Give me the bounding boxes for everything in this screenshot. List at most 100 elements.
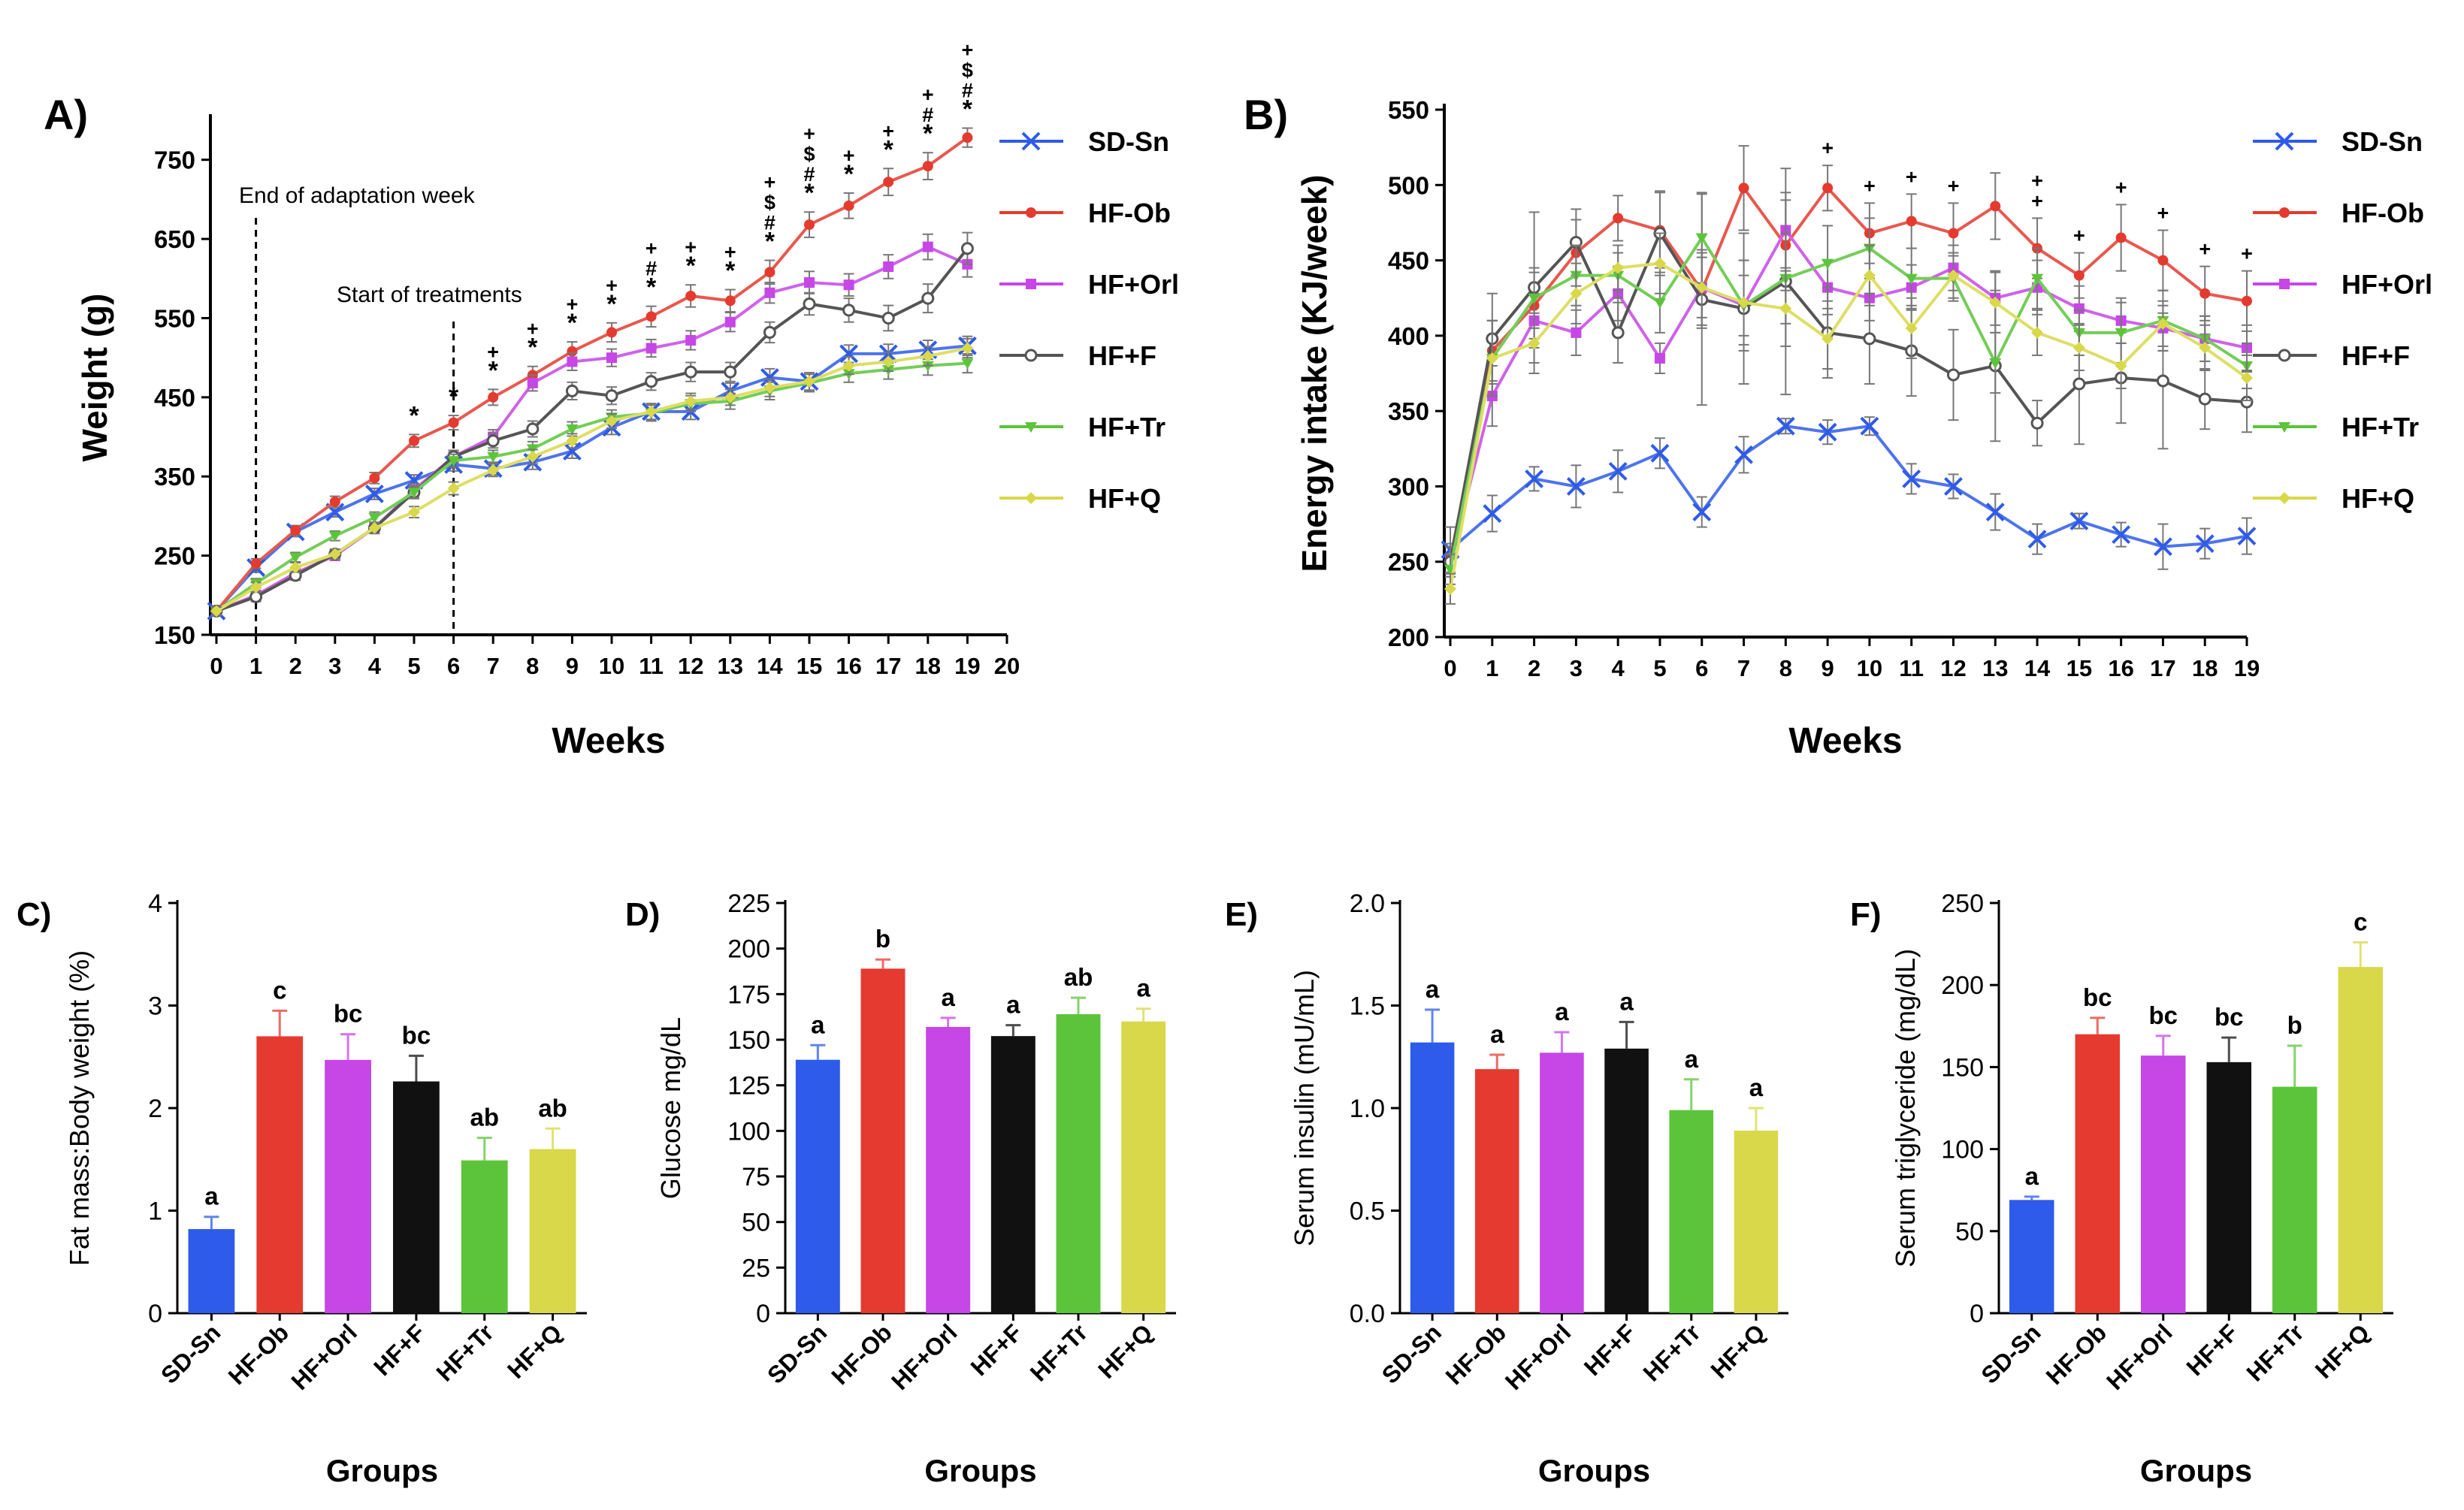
data-point	[645, 343, 657, 354]
data-point	[803, 375, 815, 388]
legend-label: HF+Q	[2342, 483, 2414, 514]
data-point	[1566, 477, 1586, 496]
data-point	[961, 358, 974, 370]
data-point	[843, 279, 854, 291]
data-point	[685, 290, 697, 301]
data-point	[329, 496, 340, 507]
legend-label: HF+Tr	[2342, 412, 2419, 442]
y-tick-label: 2	[148, 1095, 162, 1123]
significance-mark: +	[606, 274, 618, 297]
data-point	[804, 219, 815, 231]
data-point	[685, 334, 697, 346]
y-tick-label: 450	[1388, 247, 1429, 275]
data-point	[1989, 296, 2002, 309]
x-tick-label: 11	[639, 653, 664, 679]
data-point	[1654, 352, 1665, 364]
data-point	[566, 434, 579, 447]
x-tick-label: 19	[2234, 655, 2260, 681]
x-tick-label: 12	[1940, 655, 1966, 681]
data-point	[645, 405, 658, 418]
bar-chart-3: 0 25 50 75 100 125 150 175 200 225 a SD-Sn b HF-Ob a HF…	[625, 889, 1176, 1488]
x-tick-label: HF+Tr	[1025, 1318, 1093, 1386]
data-point	[1608, 461, 1628, 481]
series-line	[1449, 424, 2248, 551]
legend-entry: HF-Ob	[999, 198, 1171, 228]
legend-entry: SD-Sn	[999, 126, 1169, 157]
significance-mark: +	[882, 119, 894, 142]
data-point	[804, 277, 815, 288]
bar-SD-Sn	[2009, 1200, 2054, 1313]
data-point	[1486, 352, 1498, 364]
bar-HF+F	[990, 1036, 1035, 1313]
x-tick-label: HF+Q	[2310, 1318, 2375, 1383]
data-point	[1944, 477, 1963, 496]
significance-mark: *	[488, 356, 499, 385]
bar-HF+Q	[2338, 967, 2383, 1313]
significance-letter: a	[1749, 1074, 1764, 1101]
panel-label: E)	[1225, 896, 1258, 933]
y-tick-label: 1	[148, 1197, 162, 1226]
data-point	[1902, 469, 1921, 488]
significance-mark: +	[1906, 165, 1918, 188]
y-tick-label: 225	[727, 889, 770, 918]
bar-HF+F	[393, 1081, 440, 1313]
data-point	[843, 200, 854, 211]
y-tick-label: 3	[148, 992, 162, 1021]
x-axis-title: Weeks	[1788, 721, 1902, 761]
data-point	[1946, 368, 1960, 382]
x-tick-label: HF-Ob	[2041, 1318, 2112, 1390]
data-point	[2154, 537, 2172, 557]
x-tick-label: HF+Tr	[1637, 1318, 1705, 1386]
significance-mark: *	[884, 135, 894, 164]
significance-mark: +	[843, 144, 855, 167]
data-point	[526, 422, 540, 436]
data-point	[408, 488, 420, 499]
data-point	[724, 295, 736, 307]
x-tick-label: 5	[1653, 655, 1666, 681]
y-tick-label: 150	[154, 621, 195, 649]
data-point	[645, 311, 657, 322]
data-point	[565, 384, 579, 397]
data-point	[289, 552, 302, 563]
legend-label: HF+F	[2342, 340, 2410, 371]
significance-letter: bc	[402, 1021, 431, 1049]
significance-letter: ab	[538, 1094, 567, 1122]
significance-mark: +	[803, 122, 815, 145]
x-tick-label: 19	[954, 653, 980, 679]
x-tick-label: 12	[678, 653, 703, 679]
significance-mark: *	[606, 290, 617, 319]
data-point	[1906, 216, 1917, 227]
data-point	[328, 531, 341, 542]
x-tick-label: HF-Ob	[223, 1318, 295, 1390]
x-tick-label: 0	[1444, 655, 1456, 681]
data-point	[2237, 527, 2257, 546]
y-axis-title: Serum triglyceride (mg/dL)	[1890, 949, 1921, 1267]
y-axis-title: Glucose mg/dL	[655, 1017, 686, 1199]
significance-mark: +	[2031, 189, 2043, 212]
data-point	[803, 297, 816, 310]
data-point	[1653, 297, 1666, 309]
y-axis-title: Serum insulin (mU/mL)	[1289, 970, 1320, 1246]
y-tick-label: 400	[1388, 322, 1429, 350]
significance-mark: *	[963, 95, 973, 124]
x-tick-label: 20	[994, 653, 1020, 679]
x-tick-label: 7	[487, 653, 500, 679]
panel-label: A)	[44, 91, 88, 138]
y-tick-label: 550	[1388, 96, 1429, 124]
significance-letter: a	[1006, 991, 1020, 1019]
data-point	[2027, 530, 2047, 549]
x-tick-label: 16	[836, 653, 861, 679]
data-point	[2115, 232, 2127, 243]
y-tick-label: 1.0	[1350, 1095, 1385, 1123]
data-point	[1444, 582, 1456, 595]
significance-letter: a	[2025, 1162, 2039, 1190]
y-tick-label: 450	[154, 384, 195, 412]
series-line	[215, 361, 968, 613]
y-tick-label: 200	[1941, 971, 1984, 1000]
x-tick-label: 16	[2108, 655, 2133, 681]
significance-mark: +	[685, 236, 697, 258]
data-point	[883, 261, 894, 272]
x-tick-label: 10	[599, 653, 624, 679]
annotation-text: End of adaptation week	[239, 183, 476, 208]
